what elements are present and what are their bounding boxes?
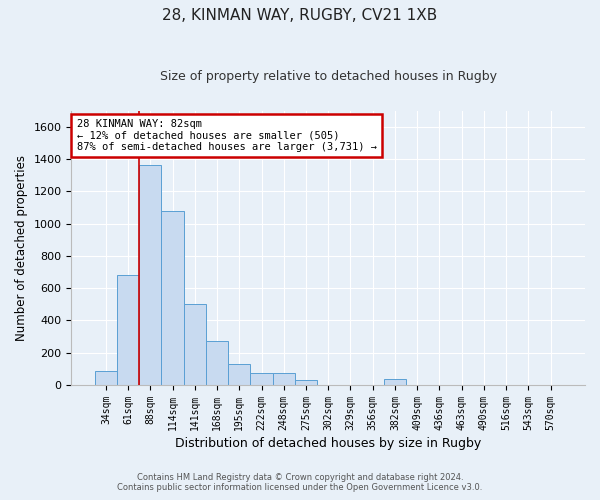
Text: 28 KINMAN WAY: 82sqm
← 12% of detached houses are smaller (505)
87% of semi-deta: 28 KINMAN WAY: 82sqm ← 12% of detached h… [77,119,377,152]
Bar [228,364,250,385]
Bar [384,380,406,385]
X-axis label: Distribution of detached houses by size in Rugby: Distribution of detached houses by size … [175,437,481,450]
Bar [95,370,117,385]
Bar [139,166,161,385]
Bar [295,380,317,385]
Y-axis label: Number of detached properties: Number of detached properties [15,155,28,341]
Title: Size of property relative to detached houses in Rugby: Size of property relative to detached ho… [160,70,497,83]
Text: 28, KINMAN WAY, RUGBY, CV21 1XB: 28, KINMAN WAY, RUGBY, CV21 1XB [163,8,437,22]
Bar [206,342,228,385]
Bar [184,304,206,385]
Bar [272,373,295,385]
Bar [161,210,184,385]
Bar [117,276,139,385]
Bar [250,373,272,385]
Text: Contains HM Land Registry data © Crown copyright and database right 2024.
Contai: Contains HM Land Registry data © Crown c… [118,473,482,492]
